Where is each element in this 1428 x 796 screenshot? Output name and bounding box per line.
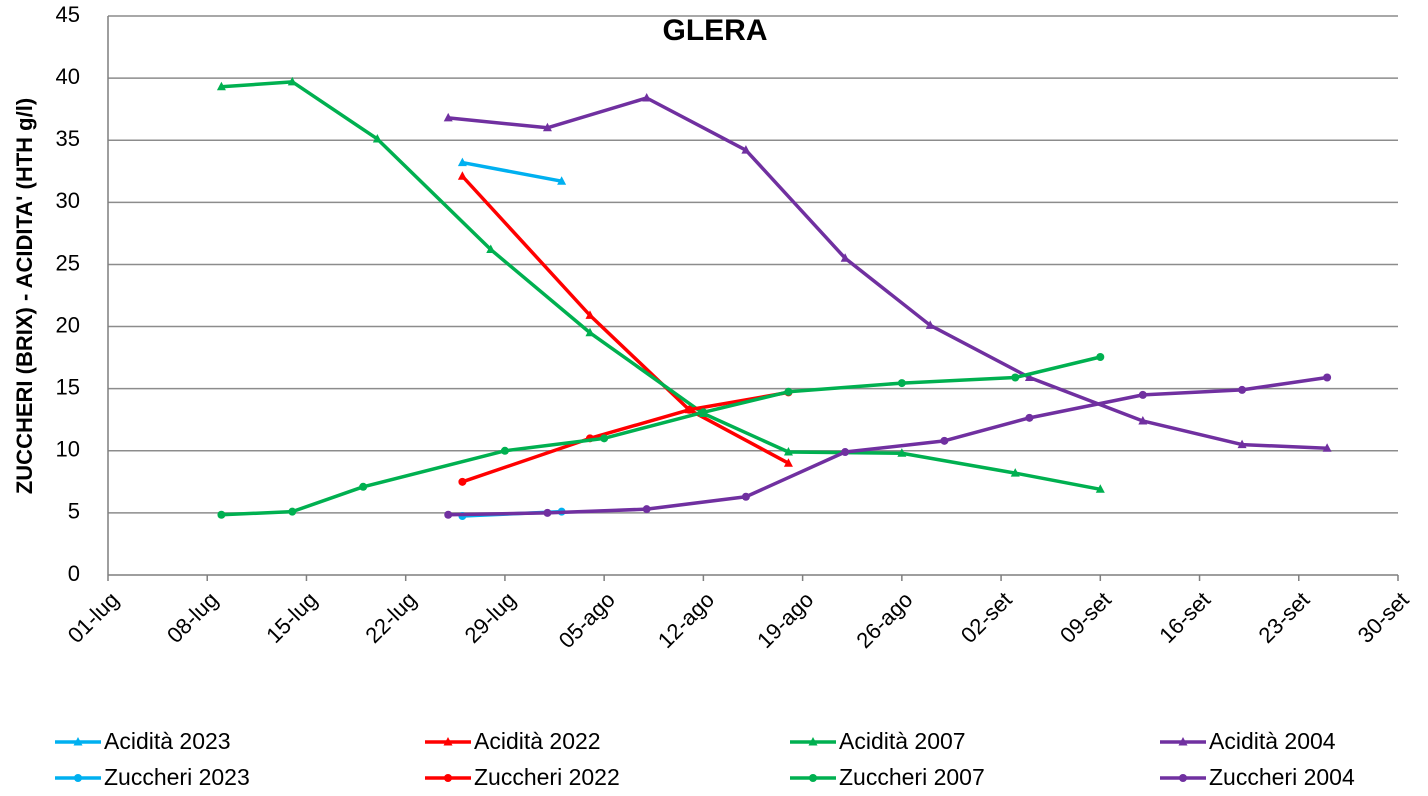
y-tick-label: 0 bbox=[68, 561, 80, 586]
legend-label: Acidità 2007 bbox=[839, 728, 966, 754]
marker bbox=[543, 508, 552, 517]
line bbox=[461, 175, 790, 465]
marker bbox=[925, 320, 935, 329]
marker bbox=[216, 81, 226, 91]
marker bbox=[288, 507, 297, 516]
marker bbox=[217, 510, 226, 519]
x-tick-label: 05-ago bbox=[554, 587, 620, 653]
marker bbox=[600, 434, 609, 443]
marker bbox=[1238, 385, 1247, 394]
legend-marker bbox=[809, 774, 817, 782]
line bbox=[221, 355, 1101, 517]
x-tick-label: 15-lug bbox=[261, 587, 322, 648]
x-tick-label: 09-set bbox=[1055, 587, 1116, 648]
marker bbox=[1322, 443, 1332, 452]
marker bbox=[1237, 439, 1247, 449]
y-tick-label: 10 bbox=[56, 437, 80, 462]
marker bbox=[486, 244, 496, 254]
marker bbox=[585, 327, 595, 337]
marker bbox=[1024, 372, 1034, 381]
legend-label: Zuccheri 2004 bbox=[1209, 764, 1355, 790]
x-tick-label: 08-lug bbox=[162, 587, 223, 648]
x-tick-label: 12-ago bbox=[653, 587, 719, 653]
legend-marker bbox=[444, 774, 452, 782]
marker bbox=[897, 448, 907, 457]
marker bbox=[1138, 390, 1147, 399]
legend-marker bbox=[443, 737, 453, 746]
marker bbox=[500, 446, 509, 455]
x-tick-label: 02-set bbox=[956, 587, 1017, 648]
line bbox=[461, 390, 789, 484]
marker bbox=[897, 379, 906, 388]
marker bbox=[443, 112, 453, 122]
marker bbox=[1025, 413, 1034, 422]
marker bbox=[783, 447, 793, 456]
x-tick-label: 26-ago bbox=[851, 587, 917, 653]
marker bbox=[784, 387, 793, 396]
marker bbox=[841, 448, 850, 457]
legend-label: Acidità 2004 bbox=[1209, 728, 1336, 754]
legend-marker bbox=[73, 737, 83, 746]
marker bbox=[458, 477, 467, 486]
marker bbox=[1011, 373, 1020, 382]
marker bbox=[1095, 484, 1105, 493]
legend-marker bbox=[1179, 774, 1187, 782]
marker bbox=[287, 76, 297, 86]
y-tick-label: 40 bbox=[56, 64, 80, 89]
marker bbox=[741, 145, 751, 154]
x-tick-label: 30-set bbox=[1353, 587, 1414, 648]
line bbox=[462, 160, 562, 183]
y-tick-label: 45 bbox=[56, 2, 80, 27]
marker bbox=[557, 176, 567, 185]
marker bbox=[840, 253, 850, 262]
marker bbox=[1096, 352, 1105, 361]
legend-label: Zuccheri 2023 bbox=[104, 764, 250, 790]
marker bbox=[699, 408, 708, 417]
legend-marker bbox=[1178, 737, 1188, 746]
marker bbox=[457, 171, 467, 180]
legend-label: Zuccheri 2022 bbox=[474, 764, 620, 790]
x-tick-label: 16-set bbox=[1154, 587, 1215, 648]
legend-label: Zuccheri 2007 bbox=[839, 764, 985, 790]
marker bbox=[542, 122, 552, 132]
marker bbox=[1138, 415, 1148, 425]
marker bbox=[1323, 373, 1332, 382]
marker bbox=[685, 405, 694, 414]
marker bbox=[359, 482, 368, 491]
x-tick-label: 19-ago bbox=[752, 587, 818, 653]
y-tick-label: 15 bbox=[56, 374, 80, 399]
line bbox=[221, 80, 1101, 492]
marker bbox=[741, 492, 750, 501]
y-tick-label: 5 bbox=[68, 499, 80, 524]
marker bbox=[372, 133, 382, 143]
y-tick-label: 30 bbox=[56, 188, 80, 213]
marker bbox=[642, 505, 651, 514]
y-tick-label: 20 bbox=[56, 312, 80, 337]
marker bbox=[444, 510, 453, 519]
marker bbox=[585, 310, 595, 319]
line bbox=[448, 375, 1328, 517]
y-tick-label: 25 bbox=[56, 250, 80, 275]
line bbox=[448, 96, 1328, 451]
legend-marker bbox=[74, 774, 82, 782]
marker bbox=[642, 92, 652, 102]
legend-label: Acidità 2023 bbox=[104, 728, 231, 754]
y-tick-label: 35 bbox=[56, 126, 80, 151]
y-axis-label: ZUCCHERI (BRIX) - ACIDITA' (HTH g/l) bbox=[12, 98, 37, 494]
x-tick-label: 23-set bbox=[1253, 587, 1314, 648]
legend-label: Acidità 2022 bbox=[474, 728, 601, 754]
chart-title: GLERA bbox=[663, 14, 768, 47]
x-tick-label: 22-lug bbox=[360, 587, 421, 648]
marker bbox=[940, 436, 949, 445]
legend-marker bbox=[808, 737, 818, 746]
marker bbox=[783, 458, 793, 467]
x-tick-label: 29-lug bbox=[460, 587, 521, 648]
marker bbox=[457, 157, 467, 167]
marker bbox=[1010, 468, 1020, 477]
x-tick-label: 01-lug bbox=[63, 587, 124, 648]
